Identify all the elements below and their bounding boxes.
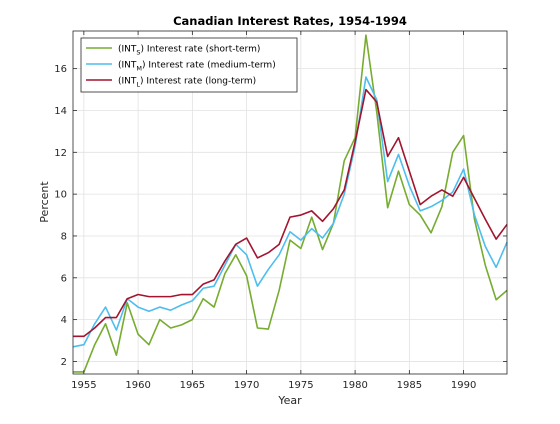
x-tick-label: 1990: [451, 380, 476, 391]
y-tick-label: 4: [61, 315, 67, 326]
legend-label-long-term: (INTL) Interest rate (long-term): [118, 77, 256, 89]
series-line-medium-term: [72, 76, 508, 348]
x-tick-label: 1955: [71, 380, 96, 391]
series-line-short-term: [73, 34, 508, 373]
chart-title: Canadian Interest Rates, 1954-1994: [173, 14, 407, 28]
x-tick-label: 1975: [288, 380, 313, 391]
legend-label-short-term: (INTS) Interest rate (short-term): [118, 45, 260, 57]
y-axis-label: Percent: [38, 181, 51, 223]
x-tick-label: 1970: [234, 380, 259, 391]
legend-label-medium-term: (INTM) Interest rate (medium-term): [118, 61, 276, 73]
plot-frame: [72, 30, 508, 375]
x-tick-label: 1960: [125, 380, 150, 391]
legend: (INTS) Interest rate (short-term) (INTM) …: [80, 37, 298, 93]
series-lines: [72, 34, 508, 373]
x-tick-label: 1985: [397, 380, 422, 391]
y-tick-label: 6: [61, 273, 67, 284]
x-tick-label: 1980: [342, 380, 367, 391]
y-tick-label: 2: [61, 357, 67, 368]
y-tick-label: 10: [54, 190, 67, 201]
y-tick-label: 16: [54, 64, 67, 75]
y-tick-label: 8: [61, 231, 67, 242]
y-tick-label: 12: [54, 148, 67, 159]
x-tick-label: 1965: [180, 380, 205, 391]
y-tick-label: 14: [54, 106, 67, 117]
axis-ticks: 1955 1960 1965 1970 1975 1980 1985 1990 2 4 6 8 10 12…: [54, 31, 507, 391]
legend-box: [80, 37, 298, 93]
x-axis-label: Year: [277, 394, 302, 407]
series-line-long-term: [73, 88, 508, 338]
